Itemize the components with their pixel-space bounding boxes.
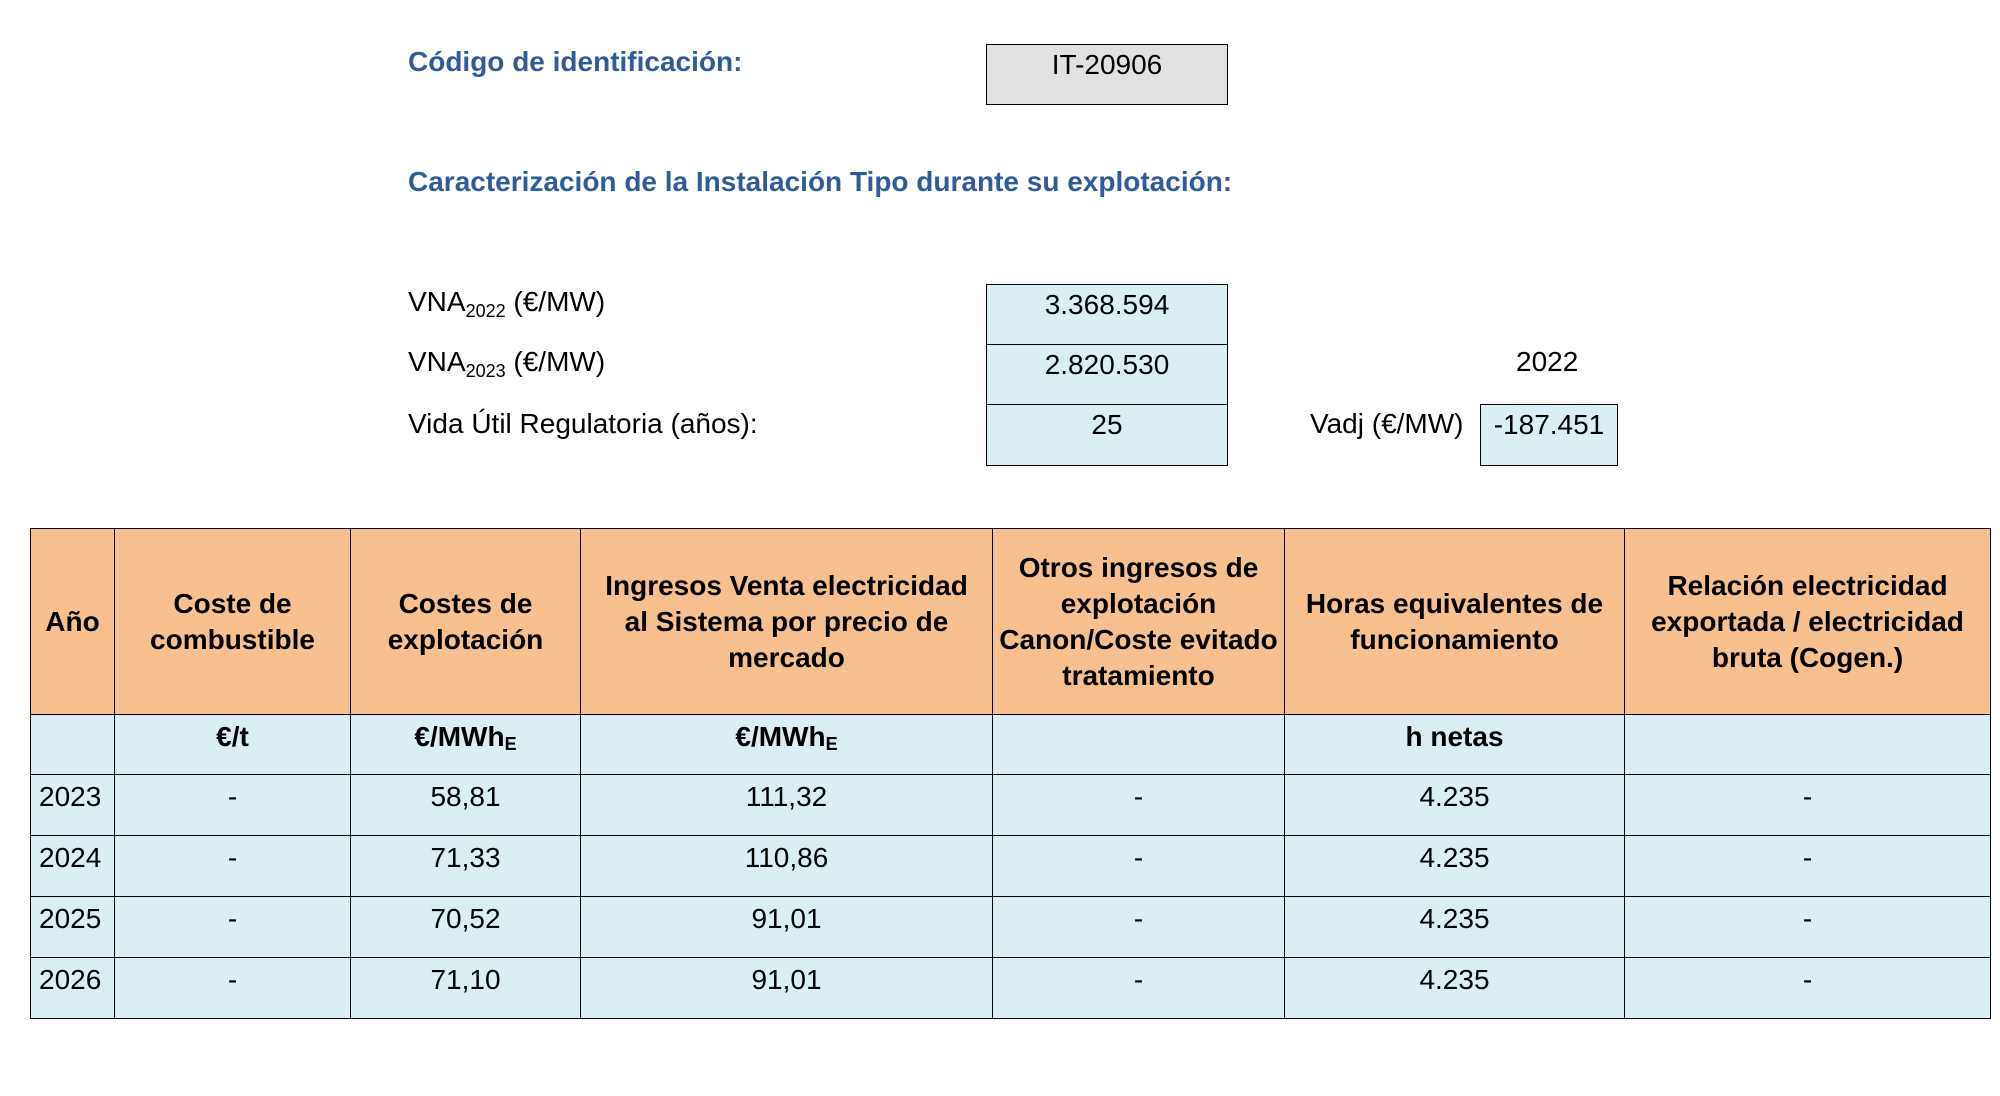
vna-2023-value: 2.820.530 [986,344,1228,406]
table-header-row: Año Coste de combustible Costes de explo… [30,528,1991,715]
unit-cell [1624,714,1991,775]
vna-2022-label: VNA2022 (€/MW) [408,286,606,321]
unit-cell: h netas [1284,714,1625,775]
vadj-value: -187.451 [1480,404,1618,466]
table-cell: - [992,957,1285,1019]
vna-2022-value: 3.368.594 [986,284,1228,346]
vna-2023-label: VNA2023 (€/MW) [408,346,606,381]
table-cell: 4.235 [1284,896,1625,958]
table-cell: - [992,835,1285,897]
vadj-label: Vadj (€/MW) [1310,408,1464,439]
section-title: Caracterización de la Instalación Tipo d… [408,166,1233,197]
unit-cell: €/t [114,714,351,775]
year-cell: 2026 [30,957,115,1019]
header-ano: Año [30,528,115,715]
explotacion-table: Año Coste de combustible Costes de explo… [30,528,1991,1019]
table-cell: 58,81 [350,774,581,836]
table-cell: - [114,896,351,958]
header-costes-explotacion: Costes de explotación [350,528,581,715]
header-ingresos-venta: Ingresos Venta electricidad al Sistema p… [580,528,993,715]
table-cell: - [1624,957,1991,1019]
table-cell: 4.235 [1284,835,1625,897]
table-cell: - [992,896,1285,958]
table-cell: 4.235 [1284,774,1625,836]
vida-util-label: Vida Útil Regulatoria (años): [408,408,758,439]
table-cell: - [114,835,351,897]
header-coste-combustible: Coste de combustible [114,528,351,715]
table-cell: - [1624,774,1991,836]
vida-util-value: 25 [986,404,1228,466]
header-relacion-electricidad: Relación electricidad exportada / electr… [1624,528,1991,715]
year-cell: 2024 [30,835,115,897]
unit-cell: €/MWhE [350,714,581,775]
id-label: Código de identificación: [408,46,743,77]
table-cell: - [114,957,351,1019]
table-row: 2025 - 70,52 91,01 - 4.235 - [30,896,1991,958]
table-cell: - [992,774,1285,836]
table-cell: 91,01 [580,957,993,1019]
unit-cell [992,714,1285,775]
year-cell: 2025 [30,896,115,958]
table-cell: 91,01 [580,896,993,958]
table-cell: 110,86 [580,835,993,897]
table-row: 2026 - 71,10 91,01 - 4.235 - [30,957,1991,1019]
table-units-row: €/t €/MWhE €/MWhE h netas [30,714,1991,775]
table-cell: 70,52 [350,896,581,958]
table-cell: - [1624,896,1991,958]
table-cell: 111,32 [580,774,993,836]
unit-cell: €/MWhE [580,714,993,775]
year-cell: 2023 [30,774,115,836]
vadj-year: 2022 [1516,346,1579,377]
table-cell: - [1624,835,1991,897]
table-row: 2024 - 71,33 110,86 - 4.235 - [30,835,1991,897]
id-value-cell: IT-20906 [986,44,1228,105]
table-cell: 4.235 [1284,957,1625,1019]
table-row: 2023 - 58,81 111,32 - 4.235 - [30,774,1991,836]
table-cell: 71,33 [350,835,581,897]
table-cell: - [114,774,351,836]
table-cell: 71,10 [350,957,581,1019]
header-otros-ingresos: Otros ingresos de explotación Canon/Cost… [992,528,1285,715]
header-horas-equivalentes: Horas equivalentes de funcionamiento [1284,528,1625,715]
unit-cell [30,714,115,775]
